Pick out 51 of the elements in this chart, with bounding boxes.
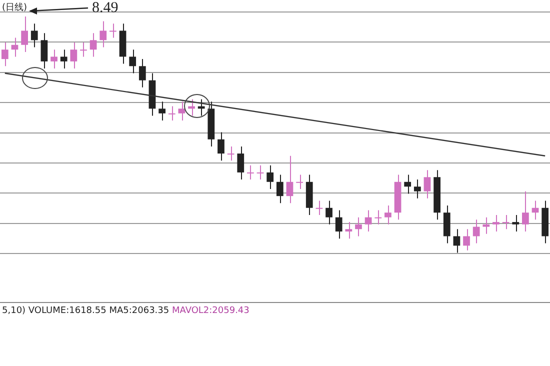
candlestick [384, 205, 392, 225]
candlestick [237, 146, 244, 180]
candlestick [60, 49, 68, 70]
candlestick [472, 219, 480, 244]
candlestick [178, 101, 186, 121]
candlestick [227, 146, 234, 162]
candlestick [326, 200, 332, 225]
candlestick [100, 20, 107, 48]
candlestick [50, 49, 58, 70]
candlestick [374, 210, 382, 225]
candlestick [463, 228, 470, 251]
candlestick [355, 216, 362, 237]
candlestick [482, 216, 490, 234]
candlestick [11, 37, 18, 58]
candlestick [364, 210, 372, 232]
candlestick [522, 190, 529, 232]
candlestick [512, 214, 520, 232]
candlestick [335, 210, 342, 240]
candlestick [443, 205, 450, 244]
candlestick [158, 101, 166, 121]
candlestick [110, 23, 116, 38]
candlestick [276, 174, 284, 204]
candlestick [90, 32, 97, 58]
candlestick [70, 42, 78, 70]
chart-title: (日线) [2, 2, 28, 14]
candlestick [218, 132, 224, 162]
candlestick [266, 164, 274, 190]
candlestick [40, 32, 48, 70]
candlestick [30, 23, 38, 48]
candlestick [129, 49, 136, 74]
candlestick [502, 214, 510, 230]
candlestick [1, 42, 8, 67]
candlestick [247, 164, 254, 180]
candlestick [345, 222, 352, 240]
candlestick [138, 58, 146, 88]
text: MAVOL2:2059.43 [172, 306, 250, 316]
candlestick [168, 106, 176, 121]
candlestick [414, 179, 421, 199]
candlestick [453, 228, 460, 254]
candlestick [316, 200, 323, 216]
candlestick [256, 164, 264, 180]
candlestick [21, 16, 28, 52]
candlestick [286, 155, 294, 204]
candlestick [80, 42, 87, 58]
candlestick [424, 170, 431, 199]
candlestick [532, 200, 539, 220]
candlestick [404, 174, 412, 194]
candlestick [296, 174, 303, 190]
candlestick [492, 214, 500, 232]
text: 5,10) VOLUME:1618.55 MA5:2063.35 [2, 306, 170, 316]
text: 8.49 [92, 0, 118, 17]
